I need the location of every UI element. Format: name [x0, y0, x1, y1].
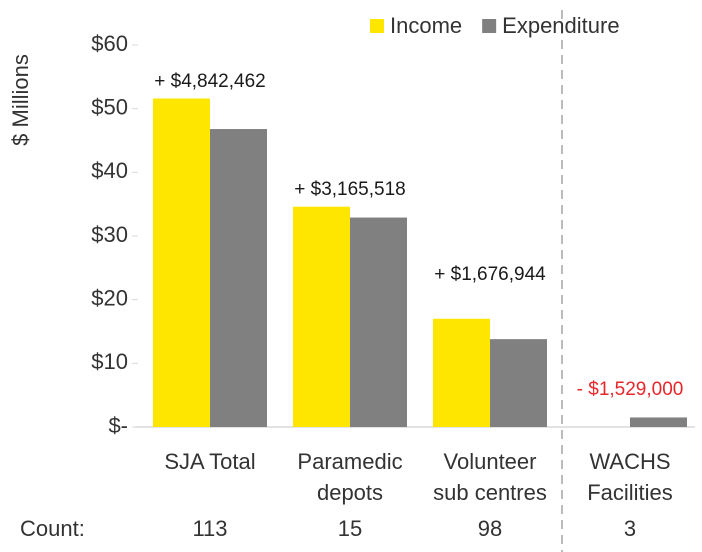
count: 98 — [478, 516, 502, 541]
legend-label: Expenditure — [502, 13, 619, 38]
y-tick-label: $10 — [91, 349, 128, 374]
y-tick-label: $50 — [91, 94, 128, 119]
count-label: Count: — [20, 516, 85, 541]
y-axis-label: $ Millions — [8, 54, 33, 146]
bar — [210, 129, 267, 428]
x-tick-label: sub centres — [433, 480, 547, 505]
bar — [153, 98, 210, 427]
y-tick-label: $20 — [91, 285, 128, 310]
x-tick-label: Facilities — [587, 480, 673, 505]
bar — [490, 339, 547, 427]
y-tick-label: $- — [108, 413, 128, 438]
x-tick-label: SJA Total — [164, 449, 255, 474]
x-tick-label: Volunteer — [444, 449, 537, 474]
bar — [350, 217, 407, 427]
count: 3 — [624, 516, 636, 541]
x-tick-label: Paramedic — [297, 449, 402, 474]
count: 15 — [338, 516, 362, 541]
legend-swatch — [482, 19, 497, 33]
y-tick-label: $60 — [91, 31, 128, 56]
annotation: + $3,165,518 — [294, 179, 405, 200]
x-tick-label: depots — [317, 480, 383, 505]
count: 113 — [192, 516, 227, 541]
y-tick-label: $30 — [91, 222, 128, 247]
x-tick-label: WACHS — [589, 449, 670, 474]
annotation: - $1,529,000 — [577, 379, 684, 400]
annotation: + $4,842,462 — [154, 71, 265, 92]
legend-label: Income — [390, 13, 462, 38]
y-tick-label: $40 — [91, 158, 128, 183]
bar — [293, 206, 350, 427]
legend-swatch — [370, 19, 384, 33]
bar — [630, 417, 687, 427]
bar — [433, 318, 490, 427]
annotation: + $1,676,944 — [434, 264, 546, 285]
